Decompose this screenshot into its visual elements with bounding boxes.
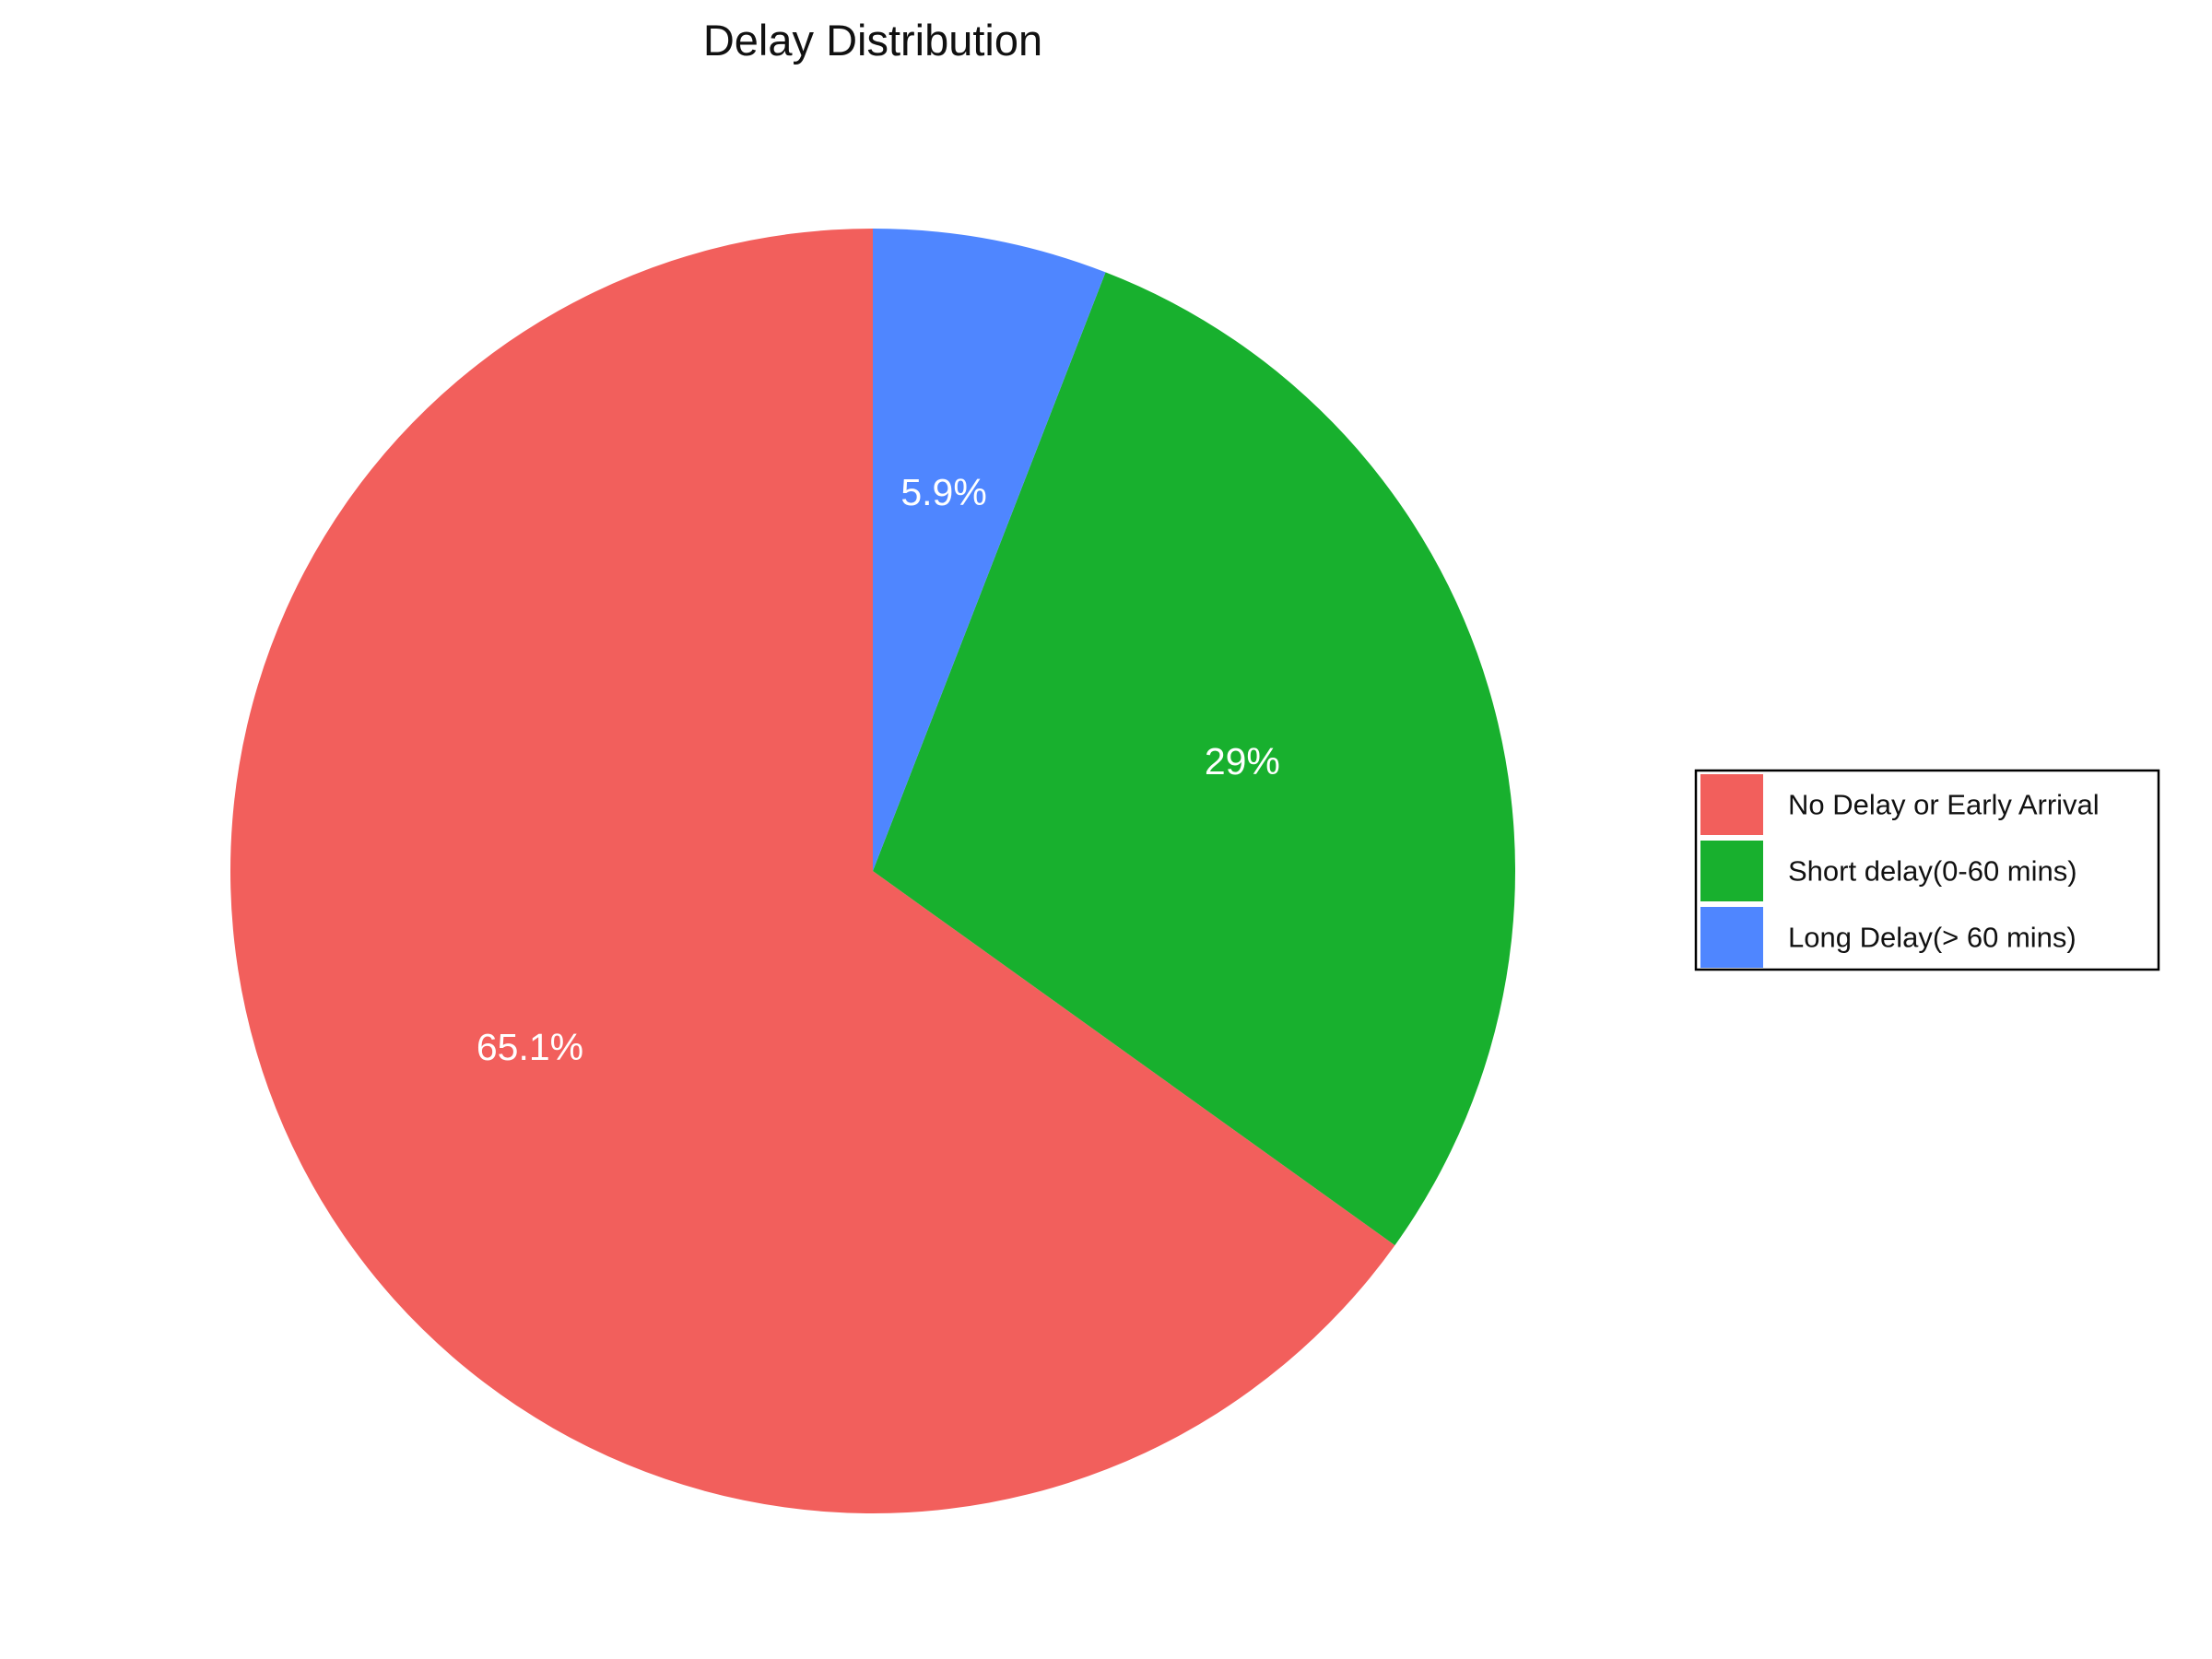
legend-label-no-delay: No Delay or Early Arrival	[1788, 789, 2100, 821]
slice-label-no-delay: 65.1%	[477, 1026, 583, 1068]
pie-slice-no-delay	[230, 229, 1395, 1513]
legend-label-short-delay: Short delay(0-60 mins)	[1788, 855, 2077, 888]
legend-frame	[1694, 769, 2160, 971]
slice-label-short-delay: 29%	[1205, 740, 1280, 782]
legend: No Delay or Early Arrival Short delay(0-6…	[1694, 769, 2160, 971]
legend-label-long-delay: Long Delay(> 60 mins)	[1788, 922, 2077, 954]
legend-swatch-short-delay	[1700, 841, 1763, 901]
slice-label-long-delay: 5.9%	[900, 471, 986, 513]
pie-slices	[230, 229, 1515, 1513]
legend-items: No Delay or Early Arrival Short delay(0-6…	[1700, 774, 2100, 968]
pie-slice-labels: 65.1% 29% 5.9%	[477, 471, 1280, 1068]
chart-title: Delay Distribution	[703, 16, 1042, 65]
legend-swatch-no-delay	[1700, 774, 1763, 835]
pie-slice-long-delay	[873, 229, 1106, 871]
legend-swatch-long-delay	[1700, 907, 1763, 968]
pie-slice-short-delay	[873, 272, 1515, 1246]
